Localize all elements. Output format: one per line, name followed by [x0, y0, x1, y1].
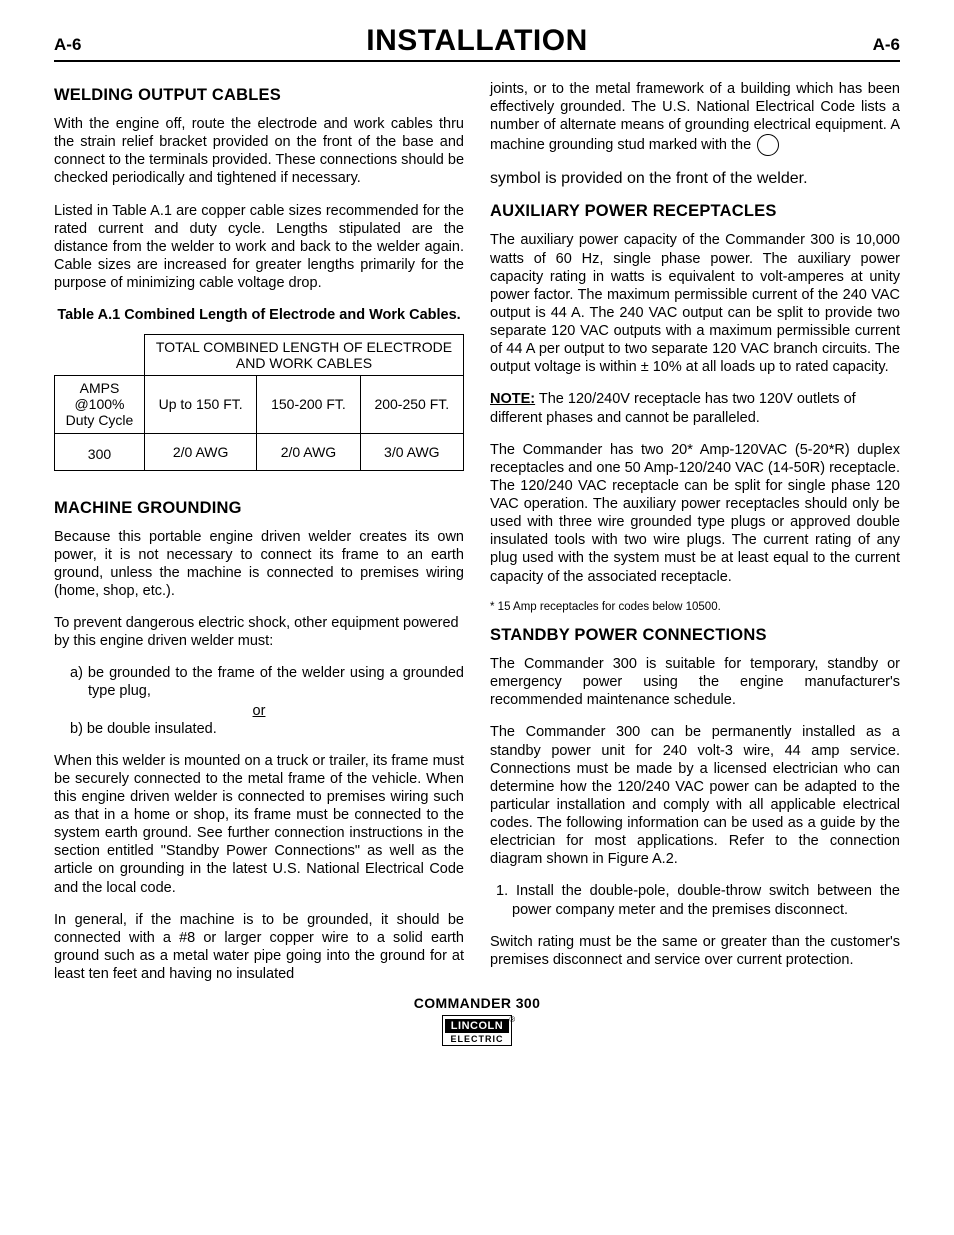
- grounding-list: a) be grounded to the frame of the welde…: [54, 664, 464, 737]
- list-item: a) be grounded to the frame of the welde…: [54, 664, 464, 700]
- paragraph: The Commander 300 can be permanently ins…: [490, 723, 900, 868]
- text: symbol is provided on the front of the w…: [490, 170, 808, 187]
- page-header: A-6 INSTALLATION A-6: [54, 24, 900, 62]
- table-span-header: TOTAL COMBINED LENGTH OF ELECTRODE AND W…: [144, 335, 463, 376]
- paragraph: Listed in Table A.1 are copper cable siz…: [54, 202, 464, 293]
- paragraph: The auxiliary power capacity of the Comm…: [490, 231, 900, 376]
- note-text: The 120/240V receptacle has two 120V out…: [490, 391, 856, 425]
- or-separator: or: [54, 703, 464, 719]
- paragraph: The Commander has two 20* Amp-120VAC (5-…: [490, 441, 900, 586]
- paragraph: In general, if the machine is to be grou…: [54, 911, 464, 984]
- heading-standby-power: STANDBY POWER CONNECTIONS: [490, 626, 900, 645]
- heading-machine-grounding: MACHINE GROUNDING: [54, 499, 464, 518]
- paragraph: Because this portable engine driven weld…: [54, 528, 464, 601]
- table-cell: 300: [55, 433, 145, 470]
- numbered-item: 1. Install the double-pole, double-throw…: [490, 882, 900, 918]
- cable-table: TOTAL COMBINED LENGTH OF ELECTRODE AND W…: [54, 334, 464, 470]
- heading-aux-power: AUXILIARY POWER RECEPTACLES: [490, 202, 900, 221]
- heading-welding-cables: WELDING OUTPUT CABLES: [54, 86, 464, 105]
- paragraph: With the engine off, route the electrode…: [54, 115, 464, 188]
- table-col-header: 200-250 FT.: [360, 376, 463, 433]
- content-columns: WELDING OUTPUT CABLES With the engine of…: [54, 80, 900, 983]
- registered-icon: ®: [509, 1015, 515, 1024]
- paragraph: When this welder is mounted on a truck o…: [54, 752, 464, 897]
- brand-logo: LINCOLN ® ELECTRIC: [442, 1015, 512, 1046]
- table-cell: 2/0 AWG: [257, 433, 360, 470]
- list-item: b) be double insulated.: [54, 720, 464, 738]
- table-row-header: AMPS@100%Duty Cycle: [55, 376, 145, 433]
- paragraph: The Commander 300 is suitable for tempor…: [490, 655, 900, 709]
- text: joints, or to the metal framework of a b…: [490, 81, 900, 153]
- table-col-header: 150-200 FT.: [257, 376, 360, 433]
- table-caption: Table A.1 Combined Length of Electrode a…: [54, 306, 464, 324]
- page-code-right: A-6: [873, 35, 900, 55]
- footnote: * 15 Amp receptacles for codes below 105…: [490, 600, 900, 614]
- column-right: joints, or to the metal framework of a b…: [490, 80, 900, 983]
- column-left: WELDING OUTPUT CABLES With the engine of…: [54, 80, 464, 983]
- table-col-header: Up to 150 FT.: [144, 376, 256, 433]
- paragraph: Switch rating must be the same or greate…: [490, 933, 900, 969]
- note-paragraph: NOTE: The 120/240V receptacle has two 12…: [490, 390, 900, 426]
- logo-bottom: ELECTRIC: [443, 1034, 511, 1045]
- page-footer: COMMANDER 300 LINCOLN ® ELECTRIC: [54, 995, 900, 1047]
- table-cell: 3/0 AWG: [360, 433, 463, 470]
- page-title: INSTALLATION: [366, 24, 588, 58]
- ground-symbol-icon: [757, 134, 779, 156]
- paragraph: To prevent dangerous electric shock, oth…: [54, 614, 464, 650]
- footer-product: COMMANDER 300: [54, 995, 900, 1011]
- page-code-left: A-6: [54, 35, 81, 55]
- table-cell: 2/0 AWG: [144, 433, 256, 470]
- paragraph: joints, or to the metal framework of a b…: [490, 80, 900, 156]
- note-label: NOTE:: [490, 391, 535, 407]
- logo-top: LINCOLN: [445, 1019, 509, 1033]
